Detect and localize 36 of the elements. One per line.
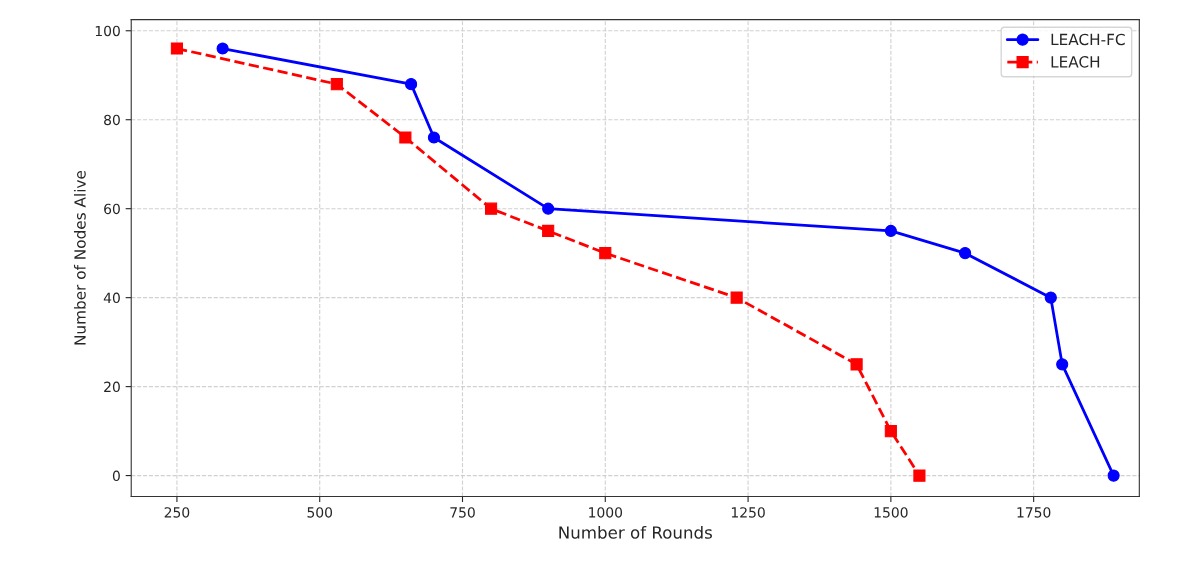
y-tick-label: 80	[104, 114, 120, 126]
x-tick-label: 1250	[731, 507, 765, 518]
legend-label: LEACH-FC	[1051, 33, 1125, 46]
x-tick-label: 1000	[589, 507, 623, 518]
point	[1056, 358, 1069, 371]
point	[599, 247, 612, 260]
point	[959, 247, 972, 260]
x-tick-label: 1750	[1017, 507, 1051, 518]
point	[542, 224, 555, 237]
point	[1107, 469, 1120, 482]
point	[884, 224, 897, 237]
point	[913, 469, 926, 482]
legend-label: LEACH	[1051, 56, 1100, 68]
point	[399, 131, 412, 144]
point	[427, 131, 441, 144]
y-tick-label: 20	[104, 381, 120, 393]
x-axis-title: Number of Rounds	[559, 525, 712, 539]
y-tick-label: 40	[103, 292, 120, 304]
x-tick-label: 500	[307, 507, 333, 518]
point	[330, 78, 343, 91]
point	[216, 42, 229, 55]
point	[1044, 291, 1057, 304]
point	[405, 78, 418, 91]
point	[484, 202, 498, 215]
y-tick-label: 0	[112, 470, 120, 482]
point	[850, 358, 863, 371]
x-tick-label: 750	[450, 507, 475, 518]
y-tick-label: 100	[95, 25, 120, 37]
x-tick-label: 250	[164, 507, 190, 518]
point	[170, 42, 183, 55]
y-tick-label: 60	[104, 203, 120, 215]
point	[730, 291, 743, 304]
y-axis-title: Number of Nodes Alive	[73, 170, 86, 345]
point	[884, 425, 897, 438]
x-tick-label: 1500	[874, 507, 908, 518]
point	[542, 202, 555, 215]
